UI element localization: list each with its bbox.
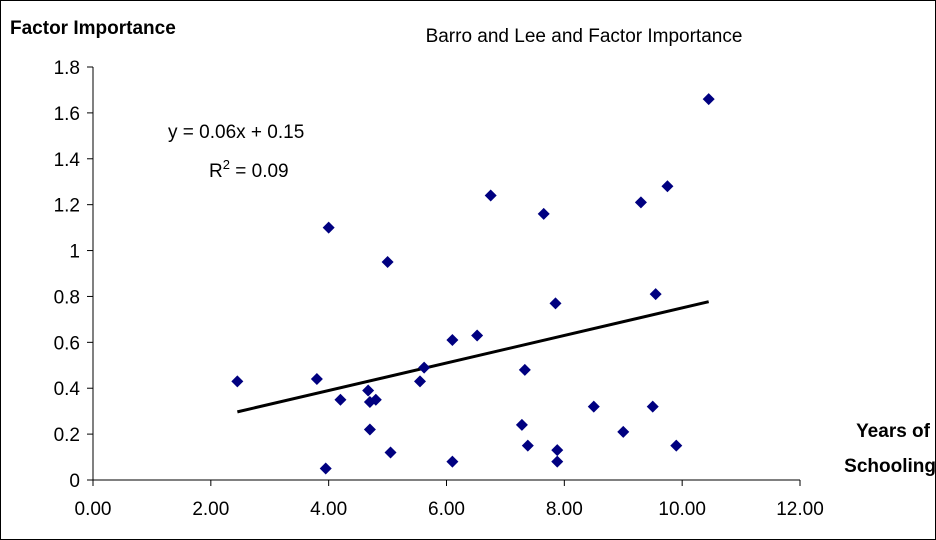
x-axis-title-line2: Schooling bbox=[844, 456, 936, 477]
trend-equation: y = 0.06x + 0.15 bbox=[168, 122, 304, 143]
y-tick-label: 1.4 bbox=[54, 150, 81, 171]
y-tick-label: 1.8 bbox=[54, 58, 80, 79]
data-points bbox=[231, 93, 715, 475]
data-point bbox=[518, 363, 531, 376]
trendline bbox=[237, 300, 710, 414]
y-tick-label: 1.6 bbox=[54, 104, 80, 125]
data-point bbox=[549, 297, 562, 310]
y-tick-label: 0.8 bbox=[54, 287, 80, 308]
data-point bbox=[231, 375, 244, 388]
y-tick-label: 1 bbox=[69, 242, 80, 263]
data-point bbox=[471, 329, 484, 342]
x-tick-label: 10.00 bbox=[658, 499, 706, 520]
data-point bbox=[702, 93, 715, 106]
data-point bbox=[413, 375, 426, 388]
x-tick-label: 6.00 bbox=[428, 499, 465, 520]
data-point bbox=[617, 425, 630, 438]
y-tick-label: 0.6 bbox=[54, 333, 80, 354]
x-tick-label: 4.00 bbox=[310, 499, 347, 520]
x-tick-label: 2.00 bbox=[192, 499, 229, 520]
x-axis-title-line1: Years of bbox=[856, 421, 931, 442]
r2-prefix: R bbox=[209, 161, 223, 182]
x-tick-label: 12.00 bbox=[776, 499, 824, 520]
data-point bbox=[384, 446, 397, 459]
x-ticks: 0.00 2.00 4.00 6.00 8.00 10.00 12.00 bbox=[75, 480, 824, 520]
data-point bbox=[322, 221, 335, 234]
data-point bbox=[634, 196, 647, 209]
data-point bbox=[646, 400, 659, 413]
r2-superscript: 2 bbox=[223, 157, 230, 172]
data-point bbox=[551, 455, 564, 468]
y-ticks: 0 0.2 0.4 0.6 0.8 1 1.2 1.4 1.6 1.8 bbox=[54, 58, 93, 492]
data-point bbox=[446, 455, 459, 468]
data-point bbox=[334, 393, 347, 406]
y-tick-label: 0.4 bbox=[54, 379, 81, 400]
data-point bbox=[418, 361, 431, 374]
data-point bbox=[362, 384, 375, 397]
data-point bbox=[310, 373, 323, 386]
data-point bbox=[381, 256, 394, 269]
y-axis-title: Factor Importance bbox=[10, 18, 176, 39]
data-point bbox=[521, 439, 534, 452]
data-point bbox=[551, 444, 564, 457]
data-point bbox=[446, 334, 459, 347]
data-point bbox=[515, 418, 528, 431]
y-tick-label: 0.2 bbox=[54, 425, 80, 446]
r2-suffix: = 0.09 bbox=[230, 161, 289, 182]
data-point bbox=[587, 400, 600, 413]
data-point bbox=[661, 180, 674, 193]
data-point bbox=[649, 288, 662, 301]
trend-r-squared: R2 = 0.09 bbox=[209, 157, 289, 182]
data-point bbox=[484, 189, 497, 202]
x-tick-label: 8.00 bbox=[546, 499, 583, 520]
y-tick-label: 1.2 bbox=[54, 196, 80, 217]
data-point bbox=[369, 393, 382, 406]
data-point bbox=[319, 462, 332, 475]
data-point bbox=[670, 439, 683, 452]
data-point bbox=[363, 423, 376, 436]
data-point bbox=[537, 207, 550, 220]
y-tick-label: 0 bbox=[69, 471, 80, 492]
x-tick-label: 0.00 bbox=[75, 499, 112, 520]
chart-title: Barro and Lee and Factor Importance bbox=[426, 26, 743, 47]
